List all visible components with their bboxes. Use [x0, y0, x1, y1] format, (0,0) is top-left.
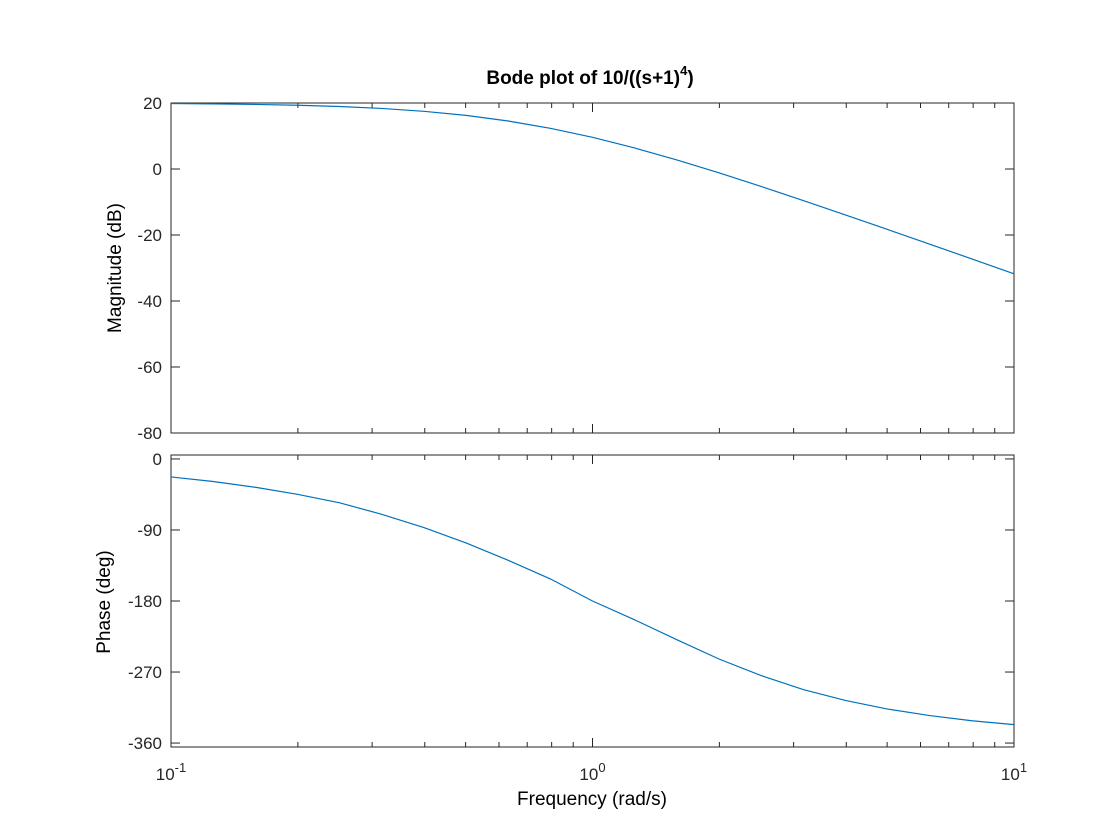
- phase-y-tick-label: -270: [128, 663, 162, 682]
- x-tick-label: 10-1: [156, 760, 186, 784]
- magnitude-y-tick-label: -40: [137, 292, 162, 311]
- magnitude-y-tick-label: 20: [143, 94, 162, 113]
- magnitude-y-tick-label: -60: [137, 358, 162, 377]
- phase-ticks: [170, 455, 1015, 747]
- phase-y-tick-label: -360: [128, 734, 162, 753]
- x-axis-label: Frequency (rad/s): [517, 789, 667, 810]
- phase-y-tick-label: 0: [153, 450, 162, 469]
- chart-title: Bode plot of 10/((s+1)4): [486, 63, 693, 89]
- phase-y-axis-label: Phase (deg): [94, 550, 115, 654]
- magnitude-y-axis-label: Magnitude (dB): [105, 203, 126, 333]
- magnitude-y-tick-label: -80: [137, 424, 162, 443]
- magnitude-plot-frame: [170, 102, 1015, 434]
- phase-y-tick-labels: 0 -90 -180 -270 -360: [128, 450, 162, 753]
- phase-y-tick-label: -180: [128, 592, 162, 611]
- x-tick-label: 100: [579, 760, 605, 784]
- magnitude-y-tick-labels: 20 0 -20 -40 -60 -80: [137, 94, 162, 443]
- x-tick-labels: 10-1 100 101: [156, 760, 1027, 784]
- magnitude-axes: 20 0 -20 -40 -60 -80 Magnitude (dB): [105, 94, 1015, 443]
- magnitude-ticks: [170, 102, 1015, 434]
- phase-curve: [170, 476, 1015, 726]
- phase-y-tick-label: -90: [137, 521, 162, 540]
- magnitude-y-tick-label: -20: [137, 226, 162, 245]
- x-tick-label: 101: [1001, 760, 1027, 784]
- magnitude-y-tick-label: 0: [153, 160, 162, 179]
- phase-axes: 0 -90 -180 -270 -360 Phase (deg): [94, 450, 1015, 753]
- magnitude-curve: [170, 102, 1015, 275]
